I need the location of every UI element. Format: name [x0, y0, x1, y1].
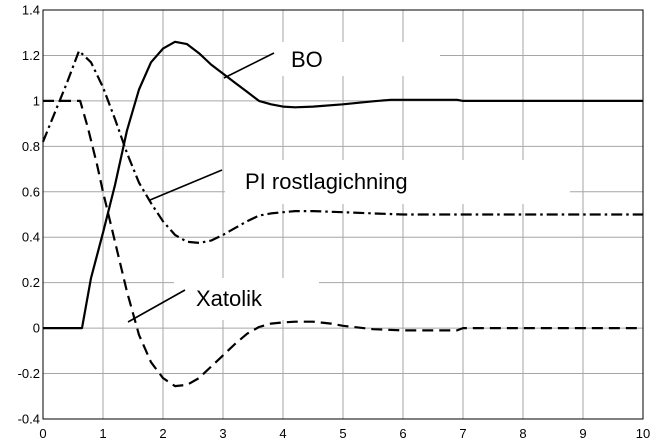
x-tick-label: 6 [399, 426, 406, 441]
x-tick-label: 1 [99, 426, 106, 441]
x-tick-label: 8 [519, 426, 526, 441]
x-tick-label: 2 [159, 426, 166, 441]
plot-frame [42, 9, 644, 420]
annotations: BO PI rostlagichning Xatolik [127, 42, 570, 323]
series-line-pi-rostlagichning [41, 49, 643, 244]
annotation-leader-line [223, 52, 275, 79]
series-lines [41, 40, 643, 388]
tick-labels: 0 1 2 3 4 5 6 7 8 9 10 -0.4 -0.2 0 0.2 0.4 0.6 0.8 1 1.2 1.4 [18, 3, 651, 442]
y-tick-label: 0.4 [22, 230, 40, 245]
annotation-box [270, 42, 440, 76]
y-tick-label: 0.2 [22, 275, 40, 290]
x-tick-label: 5 [339, 426, 346, 441]
annotation-pi-rostlagichning: PI rostlagichning [149, 160, 570, 204]
series-line-bo [43, 40, 643, 330]
y-tick-label: 0.8 [22, 139, 40, 154]
series-line-xatolik [43, 99, 643, 388]
x-tick-label: 3 [219, 426, 226, 441]
annotation-label: BO [291, 47, 323, 72]
y-tick-label: 1.4 [22, 3, 40, 18]
y-tick-label: -0.4 [18, 412, 40, 427]
y-tick-label: 1.2 [22, 48, 40, 63]
y-tick-label: -0.2 [18, 366, 40, 381]
x-tick-label: 10 [636, 426, 650, 441]
x-tick-label: 4 [279, 426, 286, 441]
axes [42, 9, 644, 420]
annotation-box [225, 160, 570, 204]
annotation-bo: BO [223, 42, 440, 79]
x-tick-label: 7 [459, 426, 466, 441]
y-tick-label: 1 [33, 93, 40, 108]
y-tick-label: 0.6 [22, 184, 40, 199]
x-tick-label: 0 [39, 426, 46, 441]
annotation-leader-line [127, 289, 186, 323]
annotation-label: PI rostlagichning [245, 169, 408, 194]
x-tick-label: 9 [579, 426, 586, 441]
annotation-leader-line [149, 169, 223, 201]
annotation-xatolik: Xatolik [127, 278, 319, 323]
annotation-box [174, 278, 319, 320]
y-tick-label: 0 [33, 321, 40, 336]
annotation-label: Xatolik [196, 286, 263, 311]
